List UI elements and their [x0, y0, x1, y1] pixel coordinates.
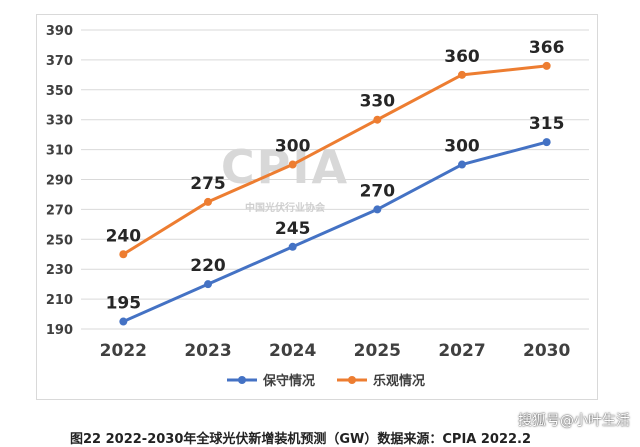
x-tick-label: 2030: [523, 341, 570, 361]
data-label: 270: [360, 181, 396, 201]
legend: 保守情况 乐观情况: [227, 373, 425, 389]
x-tick-label: 2023: [184, 341, 231, 361]
data-label: 330: [360, 92, 396, 112]
gridlines: [81, 29, 589, 330]
y-axis: 190 210 230 250 270 290 310 330 350 370 390: [46, 24, 73, 338]
data-label: 315: [529, 114, 565, 134]
series-line-0: [122, 140, 548, 323]
data-point: [288, 242, 297, 251]
series-line-1: [122, 64, 547, 256]
data-label: 366: [529, 38, 565, 58]
data-point: [204, 197, 212, 206]
data-point: [373, 115, 382, 124]
data-label: 240: [106, 226, 142, 246]
y-tick-label: 330: [46, 114, 73, 129]
data-point: [542, 61, 551, 70]
data-point: [119, 317, 128, 326]
y-tick-label: 350: [46, 84, 73, 99]
data-point: [458, 70, 466, 79]
data-label: 195: [106, 294, 142, 314]
legend-swatch-marker: [238, 376, 246, 384]
data-label: 360: [444, 47, 480, 67]
data-label: 220: [190, 256, 226, 276]
watermark-subtext: 中国光伏行业协会: [245, 201, 325, 214]
data-point: [373, 205, 382, 214]
data-point: [288, 160, 297, 169]
legend-label: 乐观情况: [373, 373, 425, 389]
data-label: 300: [275, 137, 311, 157]
y-tick-label: 210: [46, 293, 73, 308]
y-tick-label: 370: [46, 54, 73, 69]
y-tick-label: 230: [46, 263, 73, 278]
y-tick-label: 250: [46, 233, 73, 248]
x-tick-label: 2024: [269, 341, 316, 361]
data-label: 275: [190, 174, 226, 194]
figure-caption: 图22 2022-2030年全球光伏新增装机预测（GW）数据来源：CPIA 20…: [70, 432, 532, 447]
x-axis: 2022 2023 2024 2025 2027 2030: [100, 341, 571, 361]
legend-label: 保守情况: [262, 373, 315, 389]
line-chart: CPIA 中国光伏行业协会 19021023025027029031033035…: [46, 24, 589, 389]
data-point: [119, 250, 128, 259]
data-point: [458, 160, 466, 169]
y-tick-label: 190: [46, 323, 73, 338]
legend-swatch-marker: [348, 376, 356, 384]
source-watermark: 搜狐号@小叶生活: [518, 413, 630, 429]
y-tick-label: 290: [46, 174, 73, 189]
x-tick-label: 2025: [354, 341, 401, 361]
y-tick-label: 310: [46, 144, 73, 159]
chart-frame: CPIA 中国光伏行业协会 190 210 230 250 270 290 310 330 35…: [36, 14, 598, 400]
y-tick-label: 390: [46, 24, 73, 39]
data-point: [204, 280, 212, 289]
data-labels: 195 220 245 270 300 315 240 275 300 330 360 366: [106, 38, 565, 314]
data-label: 300: [444, 137, 480, 157]
data-label: 245: [275, 219, 311, 239]
y-tick-label: 270: [46, 203, 73, 218]
data-point: [542, 138, 551, 147]
x-tick-label: 2022: [100, 341, 147, 361]
series: [119, 61, 551, 326]
x-tick-label: 2027: [438, 341, 485, 361]
